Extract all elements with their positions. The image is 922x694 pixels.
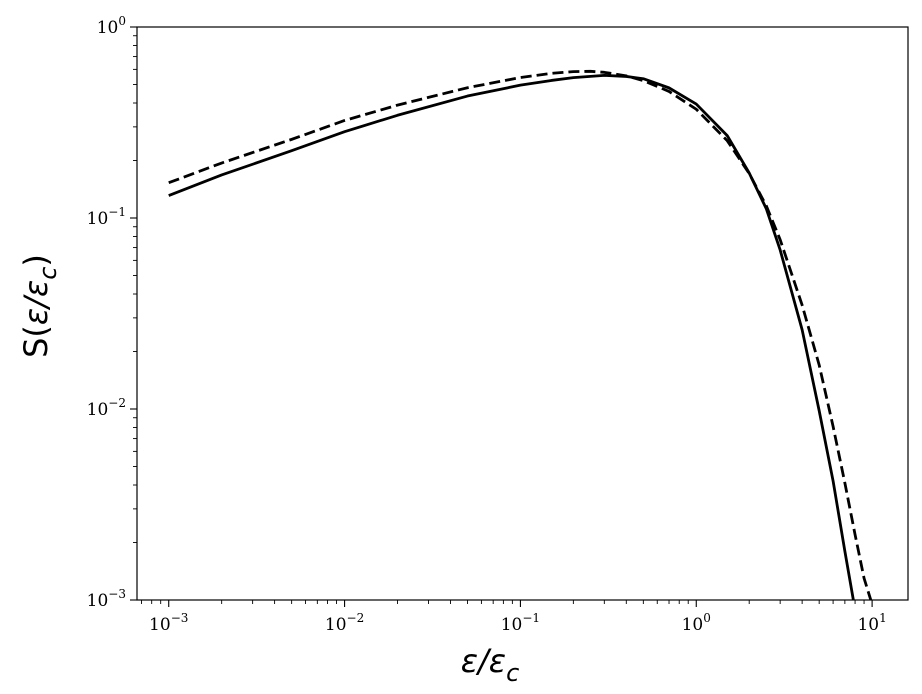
x-tick-label-exp: 1 [879,611,887,625]
x-tick-label: 101 [857,611,886,635]
y-tick-label-exp: −2 [108,396,126,410]
y-tick-label-exp: −1 [108,205,126,219]
x-tick-label: 10−2 [325,611,364,635]
y-tick-label: 10−1 [87,205,126,229]
series-layer [168,69,873,600]
y-tick-label-exp: 0 [118,14,126,28]
y-axis-label-prefix: S( [17,325,55,358]
y-axis-label-main: ε/ε [17,280,55,325]
x-tick-label-base: 10 [149,615,171,635]
y-tick-label-base: 10 [87,400,109,420]
y-axis-label-sub: c [34,267,62,280]
x-tick-label-exp: −1 [522,611,540,625]
x-axis-label: ε/εc [461,642,520,687]
y-tick-label: 10−3 [87,587,126,611]
x-tick-label-base: 10 [682,615,704,635]
x-tick-label-exp: −3 [171,611,189,625]
x-axis-label-main: ε/ε [461,642,506,680]
x-tick-label: 100 [682,611,711,635]
solid-series-line [168,73,855,600]
x-tick-label-base: 10 [325,615,347,635]
y-tick-label-base: 10 [87,209,109,229]
x-tick-label-exp: −2 [347,611,365,625]
dashed-series-line [168,69,873,600]
x-tick-label-base: 10 [857,615,879,635]
x-axis-label-sub: c [506,659,519,687]
y-axis-label: S(ε/εc) [17,254,62,358]
y-tick-label: 100 [97,14,126,38]
y-tick-label-exp: −3 [108,587,126,601]
x-tick-label: 10−1 [501,611,540,635]
y-tick-label-base: 10 [87,591,109,611]
y-tick-label: 10−2 [87,396,126,420]
x-tick-label: 10−3 [149,611,188,635]
plot-frame [136,26,909,601]
x-tick-label-base: 10 [501,615,523,635]
y-axis-label-suffix: ) [17,254,55,266]
x-tick-label-exp: 0 [703,611,711,625]
y-tick-label-base: 10 [97,18,119,38]
